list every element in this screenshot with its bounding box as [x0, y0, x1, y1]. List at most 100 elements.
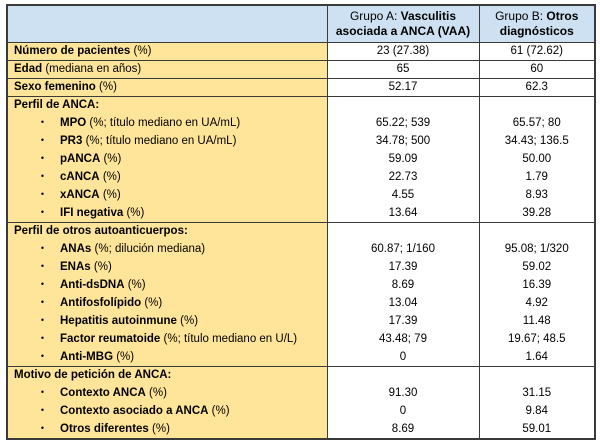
- row-label-emphasis: pANCA: [60, 153, 101, 165]
- row-label: • ANAs (%; dilución mediana): [7, 240, 327, 258]
- row-label-emphasis: Perfil de otros autoanticuerpos:: [14, 225, 188, 237]
- bullet-icon: •: [40, 351, 44, 361]
- row-label-emphasis: Anti-MBG: [60, 351, 114, 363]
- table-body: Número de pacientes (%) 23 (27.38) 61 (72.…: [7, 42, 595, 439]
- row-label-emphasis: Motivo de petición de ANCA:: [14, 369, 172, 381]
- row-label-emphasis: ENAs: [60, 261, 91, 273]
- row-label: • Factor reumatoide (%; título mediano en…: [7, 330, 327, 348]
- table-row: • Factor reumatoide (%; título mediano en…: [7, 330, 595, 348]
- row-label-emphasis: MPO: [60, 117, 87, 129]
- column-header-grupo-a-title: Vasculitis asociada a ANCA (VAA): [335, 9, 471, 38]
- row-label: • Contexto asociado a ANCA (%): [7, 402, 327, 420]
- value-cell-grupo-b: 34.43; 136.5: [478, 132, 595, 150]
- value-cell-grupo-a: 52.17: [326, 78, 479, 97]
- bullet-icon: •: [40, 387, 44, 397]
- bullet-icon: •: [40, 117, 44, 127]
- column-header-grupo-b-prefix: Grupo B:: [495, 9, 547, 23]
- row-label: • pANCA (%): [7, 150, 327, 168]
- value-cell-grupo-a: 22.73: [326, 168, 479, 186]
- table-row: • MPO (%; título mediano en UA/mL) 65.22; …: [7, 114, 595, 132]
- value-cell-grupo-a: 43.48; 79: [326, 330, 479, 348]
- bullet-icon: •: [40, 261, 44, 271]
- value-cell-grupo-b: 8.93: [478, 186, 595, 204]
- row-label-emphasis: Contexto asociado a ANCA: [60, 405, 209, 417]
- value-cell-grupo-a: 60.87; 1/160: [326, 240, 479, 258]
- row-label: • MPO (%; título mediano en UA/mL): [7, 114, 327, 132]
- value-cell-grupo-b: [478, 222, 595, 240]
- table-row: • Contexto ANCA (%) 91.30 31.15: [7, 384, 595, 402]
- value-cell-grupo-a: 91.30: [326, 384, 479, 402]
- value-cell-grupo-a: 23 (27.38): [326, 42, 479, 61]
- row-label: • IFI negativa (%): [7, 204, 327, 223]
- row-label: • Contexto ANCA (%): [7, 384, 327, 402]
- table-row: Número de pacientes (%) 23 (27.38) 61 (72.…: [7, 42, 595, 61]
- value-cell-grupo-a: 59.09: [326, 150, 479, 168]
- table-row: Edad (mediana en años) 65 60: [7, 60, 595, 79]
- row-label: Perfil de otros autoanticuerpos:: [7, 222, 327, 240]
- bullet-icon: •: [40, 135, 44, 145]
- row-label-emphasis: IFI negativa: [60, 207, 124, 219]
- value-cell-grupo-a: 17.39: [326, 258, 479, 276]
- value-cell-grupo-b: 4.92: [478, 294, 595, 312]
- bullet-icon: •: [40, 405, 44, 415]
- bullet-icon: •: [40, 189, 44, 199]
- value-cell-grupo-b: 39.28: [478, 204, 595, 223]
- row-label-emphasis: PR3: [60, 135, 83, 147]
- row-label: • ENAs (%): [7, 258, 327, 276]
- row-label: Número de pacientes (%): [7, 42, 327, 61]
- value-cell-grupo-b: 62.3: [478, 78, 595, 97]
- value-cell-grupo-b: 16.39: [478, 276, 595, 294]
- value-cell-grupo-a: [326, 222, 479, 240]
- row-label-emphasis: ANAs: [60, 243, 92, 255]
- table-row: • pANCA (%) 59.09 50.00: [7, 150, 595, 168]
- value-cell-grupo-b: [478, 96, 595, 114]
- comparison-table: Grupo A: Vasculitis asociada a ANCA (VAA…: [6, 4, 596, 440]
- bullet-icon: •: [40, 243, 44, 253]
- table-row: • PR3 (%; título mediano en UA/mL) 34.78; …: [7, 132, 595, 150]
- table-row: • cANCA (%) 22.73 1.79: [7, 168, 595, 186]
- column-header-grupo-a-prefix: Grupo A:: [349, 9, 401, 23]
- value-cell-grupo-a: 13.04: [326, 294, 479, 312]
- value-cell-grupo-a: 65: [326, 60, 479, 79]
- value-cell-grupo-a: [326, 366, 479, 384]
- column-header-grupo-b: Grupo B: Otros diagnósticos: [478, 4, 596, 43]
- row-label: • Anti-MBG (%): [7, 348, 327, 367]
- table-row: Sexo femenino (%) 52.17 62.3: [7, 78, 595, 97]
- value-cell-grupo-a: 34.78; 500: [326, 132, 479, 150]
- value-cell-grupo-b: 31.15: [478, 384, 595, 402]
- value-cell-grupo-b: [478, 366, 595, 384]
- table-row: • Antifosfolípido (%) 13.04 4.92: [7, 294, 595, 312]
- value-cell-grupo-b: 65.57; 80: [478, 114, 595, 132]
- table-row: Perfil de ANCA:: [7, 96, 595, 114]
- table-row: • xANCA (%) 4.55 8.93: [7, 186, 595, 204]
- bullet-icon: •: [40, 207, 44, 217]
- header-row: Grupo A: Vasculitis asociada a ANCA (VAA…: [6, 4, 596, 43]
- value-cell-grupo-b: 60: [478, 60, 595, 79]
- row-label: • xANCA (%): [7, 186, 327, 204]
- row-label-emphasis: Anti-dsDNA: [60, 279, 125, 291]
- row-label: • Antifosfolípido (%): [7, 294, 327, 312]
- row-label-emphasis: xANCA: [60, 189, 100, 201]
- table-row: • IFI negativa (%) 13.64 39.28: [7, 204, 595, 223]
- table-row: • Anti-dsDNA (%) 8.69 16.39: [7, 276, 595, 294]
- value-cell-grupo-b: 95.08; 1/320: [478, 240, 595, 258]
- table-row: • Hepatitis autoinmune (%) 17.39 11.48: [7, 312, 595, 330]
- row-label-emphasis: Hepatitis autoinmune: [60, 315, 177, 327]
- column-header-grupo-a: Grupo A: Vasculitis asociada a ANCA (VAA…: [326, 4, 480, 43]
- row-label: • Anti-dsDNA (%): [7, 276, 327, 294]
- row-label: • PR3 (%; título mediano en UA/mL): [7, 132, 327, 150]
- row-label-emphasis: cANCA: [60, 171, 100, 183]
- column-header-grupo-b-title: Otros diagnósticos: [499, 9, 579, 38]
- value-cell-grupo-b: 50.00: [478, 150, 595, 168]
- value-cell-grupo-b: 1.64: [478, 348, 595, 367]
- row-label: Perfil de ANCA:: [7, 96, 327, 114]
- row-label-emphasis: Contexto ANCA: [60, 387, 146, 399]
- bullet-icon: •: [40, 315, 44, 325]
- row-label-emphasis: Sexo femenino: [14, 81, 96, 93]
- bullet-icon: •: [40, 333, 44, 343]
- table-row: • ENAs (%) 17.39 59.02: [7, 258, 595, 276]
- row-label: Motivo de petición de ANCA:: [7, 366, 327, 384]
- row-label-emphasis: Perfil de ANCA:: [14, 99, 100, 111]
- bullet-icon: •: [40, 297, 44, 307]
